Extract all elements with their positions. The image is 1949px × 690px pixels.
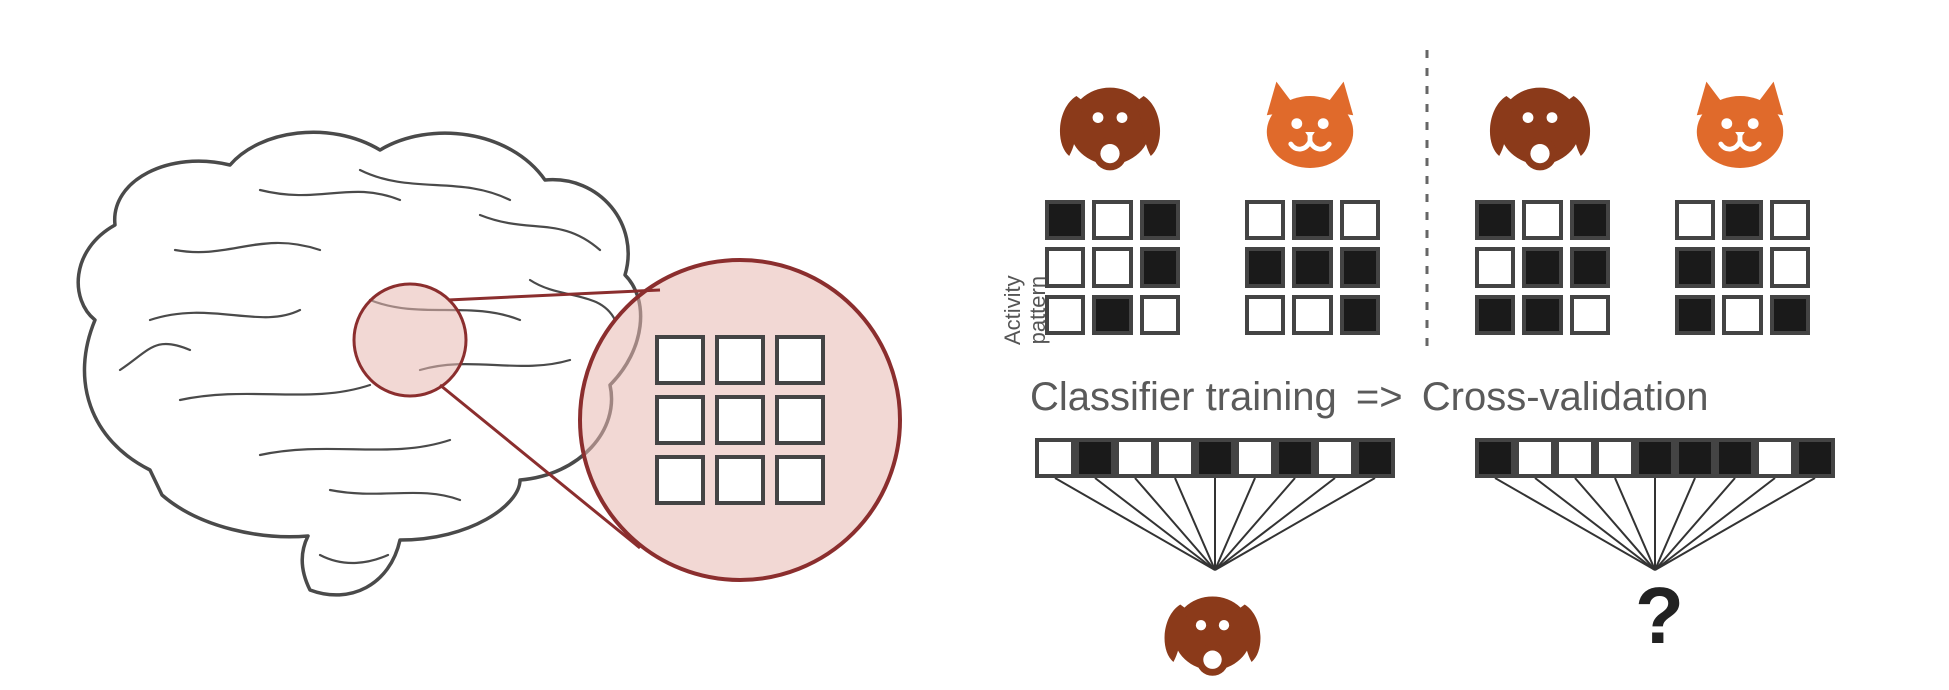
feature-cell <box>1595 438 1635 478</box>
caption-classifier-training: Classifier training <box>1030 375 1337 419</box>
classifier-fan-lines <box>1015 478 1415 574</box>
feature-cell <box>1315 438 1355 478</box>
voxel-cell <box>715 395 765 445</box>
voxel-cell <box>1140 200 1180 240</box>
feature-cell <box>1155 438 1195 478</box>
feature-cell <box>1555 438 1595 478</box>
voxel-cell <box>1245 295 1285 335</box>
roi-voxel-grid <box>655 335 825 505</box>
voxel-cell <box>1570 200 1610 240</box>
voxel-cell <box>1770 200 1810 240</box>
voxel-cell <box>1340 295 1380 335</box>
voxel-cell <box>775 395 825 445</box>
question-mark: ? <box>1635 570 1684 662</box>
voxel-cell <box>1570 247 1610 287</box>
voxel-cell <box>1475 295 1515 335</box>
cat-icon <box>1250 60 1370 185</box>
voxel-cell <box>1675 295 1715 335</box>
dog-icon <box>1480 60 1600 185</box>
voxel-cell <box>1340 247 1380 287</box>
feature-cell <box>1755 438 1795 478</box>
voxel-cell <box>775 335 825 385</box>
dog-icon <box>1050 60 1170 185</box>
voxel-cell <box>1092 247 1132 287</box>
voxel-cell <box>1770 295 1810 335</box>
activity-pattern-grid <box>1475 200 1610 335</box>
voxel-cell <box>1722 247 1762 287</box>
feature-cell <box>1475 438 1515 478</box>
voxel-cell <box>1045 247 1085 287</box>
voxel-cell <box>1522 295 1562 335</box>
feature-cell <box>1235 438 1275 478</box>
feature-cell <box>1795 438 1835 478</box>
voxel-cell <box>1675 247 1715 287</box>
voxel-cell <box>1140 295 1180 335</box>
voxel-cell <box>1092 200 1132 240</box>
voxel-cell <box>655 335 705 385</box>
voxel-cell <box>1292 295 1332 335</box>
voxel-cell <box>775 455 825 505</box>
voxel-cell <box>715 335 765 385</box>
voxel-cell <box>1722 295 1762 335</box>
feature-vector <box>1035 438 1395 478</box>
voxel-cell <box>1045 295 1085 335</box>
activity-pattern-grid <box>1675 200 1810 335</box>
feature-cell <box>1275 438 1315 478</box>
voxel-cell <box>1245 247 1285 287</box>
activity-pattern-grid <box>1245 200 1380 335</box>
caption-arrow: => <box>1356 375 1403 419</box>
voxel-cell <box>1722 200 1762 240</box>
feature-cell <box>1195 438 1235 478</box>
voxel-cell <box>655 455 705 505</box>
caption-row: Classifier training => Cross-validation <box>1030 375 1709 420</box>
voxel-cell <box>1770 247 1810 287</box>
activity-pattern-grid <box>1045 200 1180 335</box>
voxel-cell <box>1475 247 1515 287</box>
feature-cell <box>1115 438 1155 478</box>
feature-vector <box>1475 438 1835 478</box>
voxel-cell <box>1675 200 1715 240</box>
classifier-fan-lines <box>1455 478 1855 574</box>
voxel-cell <box>1570 295 1610 335</box>
voxel-cell <box>655 395 705 445</box>
feature-cell <box>1355 438 1395 478</box>
voxel-cell <box>1140 247 1180 287</box>
feature-cell <box>1515 438 1555 478</box>
caption-cross-validation: Cross-validation <box>1422 375 1709 419</box>
voxel-cell <box>715 455 765 505</box>
activity-pattern-label: Activitypattern <box>1000 275 1051 345</box>
feature-cell <box>1715 438 1755 478</box>
voxel-cell <box>1245 200 1285 240</box>
voxel-cell <box>1475 200 1515 240</box>
train-test-separator <box>1425 50 1429 350</box>
feature-cell <box>1035 438 1075 478</box>
cat-icon <box>1680 60 1800 185</box>
feature-cell <box>1635 438 1675 478</box>
dog-icon <box>1155 570 1270 690</box>
voxel-cell <box>1045 200 1085 240</box>
voxel-cell <box>1292 247 1332 287</box>
voxel-cell <box>1522 247 1562 287</box>
feature-cell <box>1075 438 1115 478</box>
voxel-cell <box>1092 295 1132 335</box>
brain-illustration <box>0 0 1000 686</box>
voxel-cell <box>1292 200 1332 240</box>
voxel-cell <box>1522 200 1562 240</box>
feature-cell <box>1675 438 1715 478</box>
voxel-cell <box>1340 200 1380 240</box>
figure-stage: Activitypattern <box>0 0 1949 686</box>
